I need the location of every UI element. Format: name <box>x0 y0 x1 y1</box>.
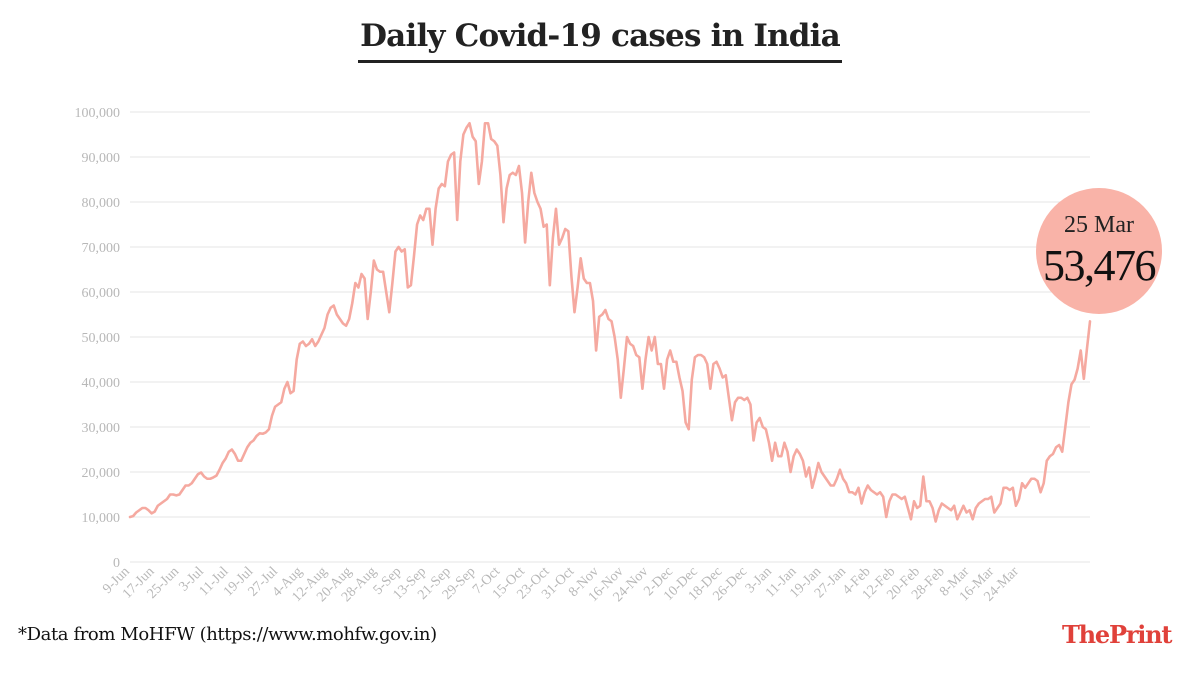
callout-date: 25 Mar <box>1064 212 1134 238</box>
y-tick-label: 100,000 <box>75 106 121 121</box>
y-tick-label: 90,000 <box>82 151 121 166</box>
chart-title: Daily Covid-19 cases in India <box>358 18 842 63</box>
x-axis-ticks: 9-Jun17-Jun25-Jun3-Jul11-Jul19-Jul27-Jul… <box>100 564 1022 605</box>
y-tick-label: 80,000 <box>82 196 121 211</box>
y-tick-label: 60,000 <box>82 286 121 301</box>
series-line-daily-cases <box>128 121 1092 523</box>
brand-logo: ThePrint <box>1062 620 1173 649</box>
title-wrap: Daily Covid-19 cases in India <box>0 18 1200 63</box>
callout-bubble: 25 Mar 53,476 <box>1036 188 1162 314</box>
y-tick-label: 0 <box>113 556 120 571</box>
y-tick-label: 30,000 <box>82 421 121 436</box>
source-note: *Data from MoHFW (https://www.mohfw.gov.… <box>18 624 437 645</box>
y-tick-label: 10,000 <box>82 511 121 526</box>
y-tick-label: 40,000 <box>82 376 121 391</box>
y-axis-ticks: 0 10,000 20,000 30,000 40,000 50,000 60,000 70,… <box>75 106 121 571</box>
grid <box>130 111 1090 563</box>
y-tick-label: 50,000 <box>82 331 121 346</box>
y-tick-label: 70,000 <box>82 241 121 256</box>
callout-value: 53,476 <box>1043 241 1157 290</box>
y-tick-label: 20,000 <box>82 466 121 481</box>
